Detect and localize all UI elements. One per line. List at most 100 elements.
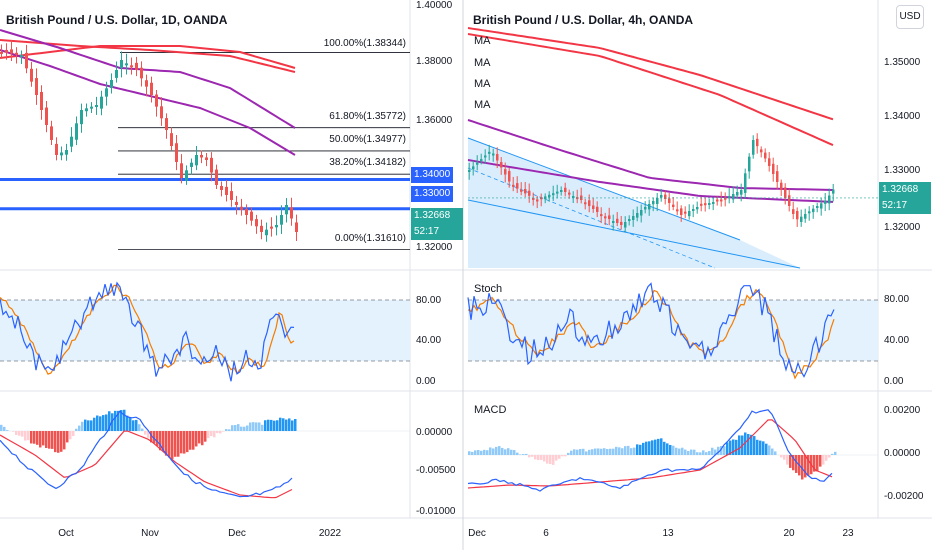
macd-histogram-bar [510, 449, 513, 455]
candle-body [160, 106, 163, 119]
stoch-indicator-label[interactable]: Stoch [474, 283, 503, 295]
macd-histogram-bar [255, 422, 258, 431]
macd-histogram-bar [294, 418, 297, 431]
macd-histogram-bar [117, 410, 120, 431]
candle-body [744, 173, 747, 193]
macd-indicator-label[interactable]: MACD [474, 404, 507, 416]
ma-legend-4[interactable]: MA [474, 99, 491, 111]
fib-label-50: 50.00%(1.34977) [329, 134, 406, 145]
ma-legend-2[interactable]: MA [474, 57, 491, 69]
candle-body [70, 136, 73, 147]
candle-body [704, 203, 707, 206]
macd-histogram-bar [627, 445, 630, 455]
candle-body [804, 214, 807, 219]
macd-histogram-bar [768, 445, 771, 455]
candle-body [684, 211, 687, 214]
candle-body [740, 190, 743, 195]
macd-histogram-bar [561, 455, 564, 457]
macd-histogram-bar [30, 431, 33, 444]
candle-body [75, 123, 78, 140]
macd-histogram-bar [636, 444, 639, 455]
macd-histogram-bar [579, 449, 582, 455]
macd-histogram-bar [144, 431, 147, 435]
macd-histogram-bar [756, 439, 759, 455]
macd-histogram-bar [714, 449, 717, 455]
macd-histogram-bar [537, 455, 540, 461]
candle-body [20, 55, 23, 57]
right-macd-tick: 0.00000 [884, 448, 921, 459]
candle-body [496, 154, 499, 161]
candle-body [155, 94, 158, 107]
macd-histogram-bar [753, 436, 756, 455]
macd-histogram-bar [6, 430, 9, 431]
macd-histogram-bar [216, 431, 219, 433]
candle-body [280, 215, 283, 225]
macd-histogram-bar [804, 455, 807, 478]
macd-line [0, 410, 293, 498]
left-x-label: Dec [228, 528, 246, 539]
fib-label-618: 61.80%(1.35772) [329, 111, 406, 122]
macd-histogram-bar [681, 447, 684, 455]
candle-body [492, 153, 495, 156]
candle-body [120, 60, 123, 69]
candle-body [712, 202, 715, 204]
macd-histogram-bar [771, 448, 774, 455]
macd-histogram-bar [96, 415, 99, 431]
macd-histogram-bar [102, 415, 105, 431]
candle-body [105, 88, 108, 97]
macd-histogram-bar [279, 417, 282, 431]
candle-body [50, 126, 53, 140]
candle-body [560, 190, 563, 192]
macd-histogram-bar [516, 452, 519, 455]
macd-histogram-bar [42, 431, 45, 446]
macd-histogram-bar [669, 444, 672, 455]
currency-button[interactable]: USD [896, 5, 924, 29]
candle-body [628, 219, 631, 221]
macd-histogram-bar [783, 455, 786, 460]
macd-line [467, 409, 833, 492]
macd-histogram-bar [210, 431, 213, 436]
candle-body [528, 190, 531, 196]
macd-histogram-bar [663, 441, 666, 455]
macd-histogram-bar [180, 431, 183, 454]
right-stoch-tick: 0.00 [884, 376, 904, 387]
candle-body [25, 52, 28, 69]
candle-body [484, 155, 487, 158]
macd-histogram-bar [477, 450, 480, 455]
stoch-k-line [467, 282, 835, 378]
macd-histogram-bar [747, 433, 750, 455]
candle-body [30, 68, 33, 82]
candle-body [250, 211, 253, 221]
candle-body [476, 162, 479, 165]
macd-histogram-bar [186, 431, 189, 453]
macd-histogram-bar [276, 420, 279, 431]
macd-histogram-bar [624, 446, 627, 455]
candle-body [696, 207, 699, 210]
macd-histogram-bar [132, 420, 135, 431]
macd-histogram-bar [159, 431, 162, 451]
moving-average-line [467, 27, 834, 121]
candle-body [668, 198, 671, 203]
candle-body [624, 222, 627, 228]
macd-histogram-bar [801, 455, 804, 480]
ma-legend-3[interactable]: MA [474, 78, 491, 90]
macd-histogram-bar [549, 455, 552, 465]
right-price-tick: 1.34000 [884, 111, 921, 122]
macd-signal-line [0, 430, 293, 499]
candle-body [220, 185, 223, 190]
candle-body [100, 96, 103, 109]
macd-histogram-bar [165, 431, 168, 456]
candle-body [95, 105, 98, 107]
macd-histogram-bar [666, 443, 669, 455]
right-stoch-tick: 80.00 [884, 294, 910, 305]
macd-histogram-bar [552, 455, 555, 465]
candle-body [724, 197, 727, 200]
candle-body [808, 211, 811, 214]
macd-histogram-bar [495, 446, 498, 455]
macd-histogram-bar [507, 448, 510, 455]
candle-body [768, 158, 771, 166]
ma-legend-1[interactable]: MA [474, 35, 491, 47]
macd-histogram-bar [150, 431, 153, 443]
macd-histogram-bar [630, 448, 633, 455]
